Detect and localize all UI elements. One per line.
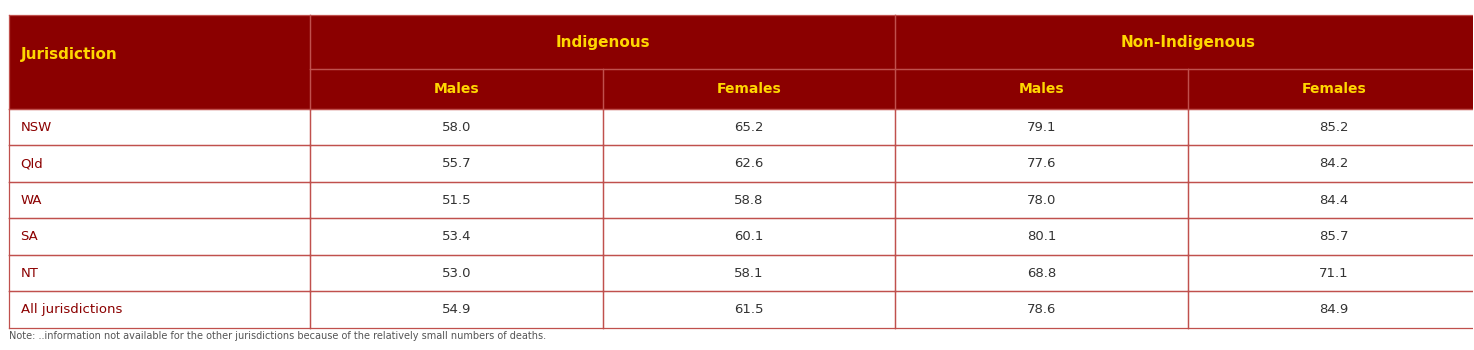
Text: 55.7: 55.7 [442,157,472,170]
Bar [895,182,1188,218]
Text: 84.4: 84.4 [1319,194,1349,206]
Text: Males: Males [1019,82,1064,96]
Text: 58.1: 58.1 [734,267,764,280]
Bar [311,109,603,146]
Bar [603,69,895,109]
Text: Qld: Qld [21,157,43,170]
Text: NSW: NSW [21,121,52,134]
Text: Note: ..information not available for the other jurisdictions because of the rel: Note: ..information not available for th… [9,331,545,341]
Bar [1188,69,1474,109]
Bar [311,255,603,291]
Text: Jurisdiction: Jurisdiction [21,47,118,62]
Bar [9,291,311,328]
Bar [9,182,311,218]
Text: 85.2: 85.2 [1319,121,1349,134]
Bar [9,255,311,291]
Text: 58.8: 58.8 [734,194,764,206]
Text: 78.0: 78.0 [1027,194,1057,206]
Bar [603,255,895,291]
Bar [9,15,311,109]
Text: WA: WA [21,194,43,206]
Bar [9,109,311,146]
Bar [895,146,1188,182]
Text: SA: SA [21,230,38,243]
Text: 84.9: 84.9 [1319,303,1349,316]
Text: 53.4: 53.4 [442,230,472,243]
Text: 53.0: 53.0 [442,267,472,280]
Text: All jurisdictions: All jurisdictions [21,303,122,316]
Text: Indigenous: Indigenous [556,35,650,50]
Bar [311,15,895,69]
Text: NT: NT [21,267,38,280]
Bar [311,291,603,328]
Bar [9,146,311,182]
Text: 77.6: 77.6 [1027,157,1057,170]
Text: 79.1: 79.1 [1027,121,1057,134]
Text: 71.1: 71.1 [1319,267,1349,280]
Bar [603,182,895,218]
Text: 62.6: 62.6 [734,157,764,170]
Bar [895,69,1188,109]
Text: 84.2: 84.2 [1319,157,1349,170]
Bar [895,291,1188,328]
Bar [1188,291,1474,328]
Text: 68.8: 68.8 [1027,267,1057,280]
Text: 78.6: 78.6 [1027,303,1057,316]
Text: 51.5: 51.5 [442,194,472,206]
Text: Females: Females [1302,82,1366,96]
Bar [895,109,1188,146]
Text: Females: Females [716,82,781,96]
Bar [895,255,1188,291]
Bar [895,218,1188,255]
Text: 80.1: 80.1 [1027,230,1057,243]
Bar [603,218,895,255]
Text: 85.7: 85.7 [1319,230,1349,243]
Text: 58.0: 58.0 [442,121,472,134]
Bar [311,182,603,218]
Text: 60.1: 60.1 [734,230,764,243]
Bar [603,291,895,328]
Text: 65.2: 65.2 [734,121,764,134]
Bar [895,15,1474,69]
Text: 54.9: 54.9 [442,303,472,316]
Bar [603,146,895,182]
Bar [311,146,603,182]
Text: Non-Indigenous: Non-Indigenous [1120,35,1256,50]
Bar [1188,255,1474,291]
Text: 61.5: 61.5 [734,303,764,316]
Bar [603,109,895,146]
Bar [1188,218,1474,255]
Bar [1188,182,1474,218]
Bar [1188,109,1474,146]
Bar [9,218,311,255]
Bar [311,218,603,255]
Bar [1188,146,1474,182]
Text: Males: Males [433,82,479,96]
Bar [311,69,603,109]
